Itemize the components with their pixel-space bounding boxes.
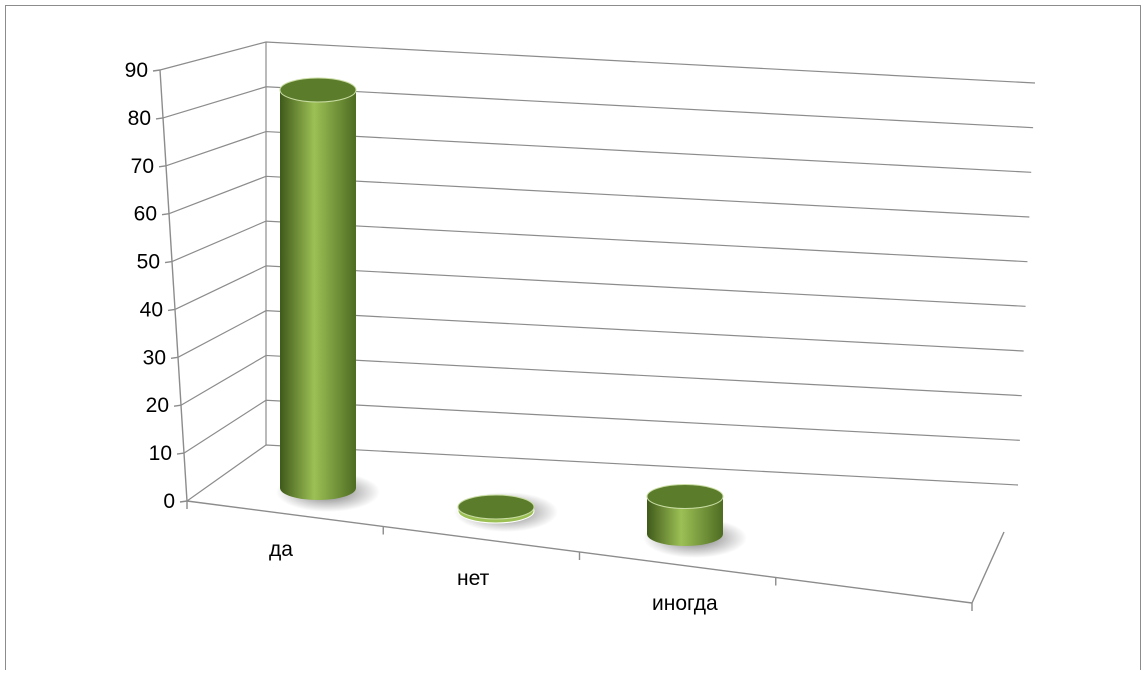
y-tick-label: 40: [140, 298, 163, 321]
y-tick-mark: [173, 404, 182, 407]
bar-body: [647, 496, 723, 546]
y-tick-label: 0: [163, 490, 175, 513]
bar-top: [457, 494, 535, 520]
gridline: [159, 41, 1036, 84]
y-tick-mark: [155, 117, 164, 120]
chart-frame: [5, 5, 1141, 670]
y-tick-label: 60: [134, 203, 157, 226]
y-axis-line: [159, 69, 188, 502]
x-axis-tick-labels: да нет иногда: [269, 538, 718, 615]
bar: [454, 492, 558, 532]
y-tick-mark: [167, 308, 176, 312]
y-tick-mark: [152, 69, 161, 72]
y-tick-mark: [158, 165, 167, 168]
axes: [152, 42, 1005, 611]
x-tick-label: да: [269, 538, 293, 561]
bar: [643, 484, 747, 558]
y-tick-label: 50: [137, 251, 160, 274]
bar: [276, 77, 380, 512]
bars: [276, 77, 747, 558]
y-tick-label: 20: [146, 394, 169, 417]
y-tick-mark: [170, 356, 179, 360]
y-tick-label: 10: [149, 442, 172, 465]
x-tick-label: нет: [457, 567, 490, 590]
bar-body: [280, 90, 356, 500]
bar-top: [279, 77, 357, 103]
y-tick-mark: [161, 212, 170, 216]
y-tick-label: 30: [143, 346, 166, 369]
y-tick-mark: [176, 452, 185, 455]
x-tick-label: иногда: [652, 592, 718, 615]
y-tick-mark: [164, 260, 173, 264]
y-tick-label: 90: [125, 59, 148, 82]
floor-right-edge: [971, 531, 1005, 604]
y-tick-mark: [179, 500, 188, 503]
y-tick-label: 70: [131, 155, 154, 178]
bar-top: [646, 484, 724, 510]
y-tick-label: 80: [128, 107, 151, 130]
y-axis-tick-labels: 0 10 20 30 40 50 60 70 80 90: [125, 59, 175, 513]
